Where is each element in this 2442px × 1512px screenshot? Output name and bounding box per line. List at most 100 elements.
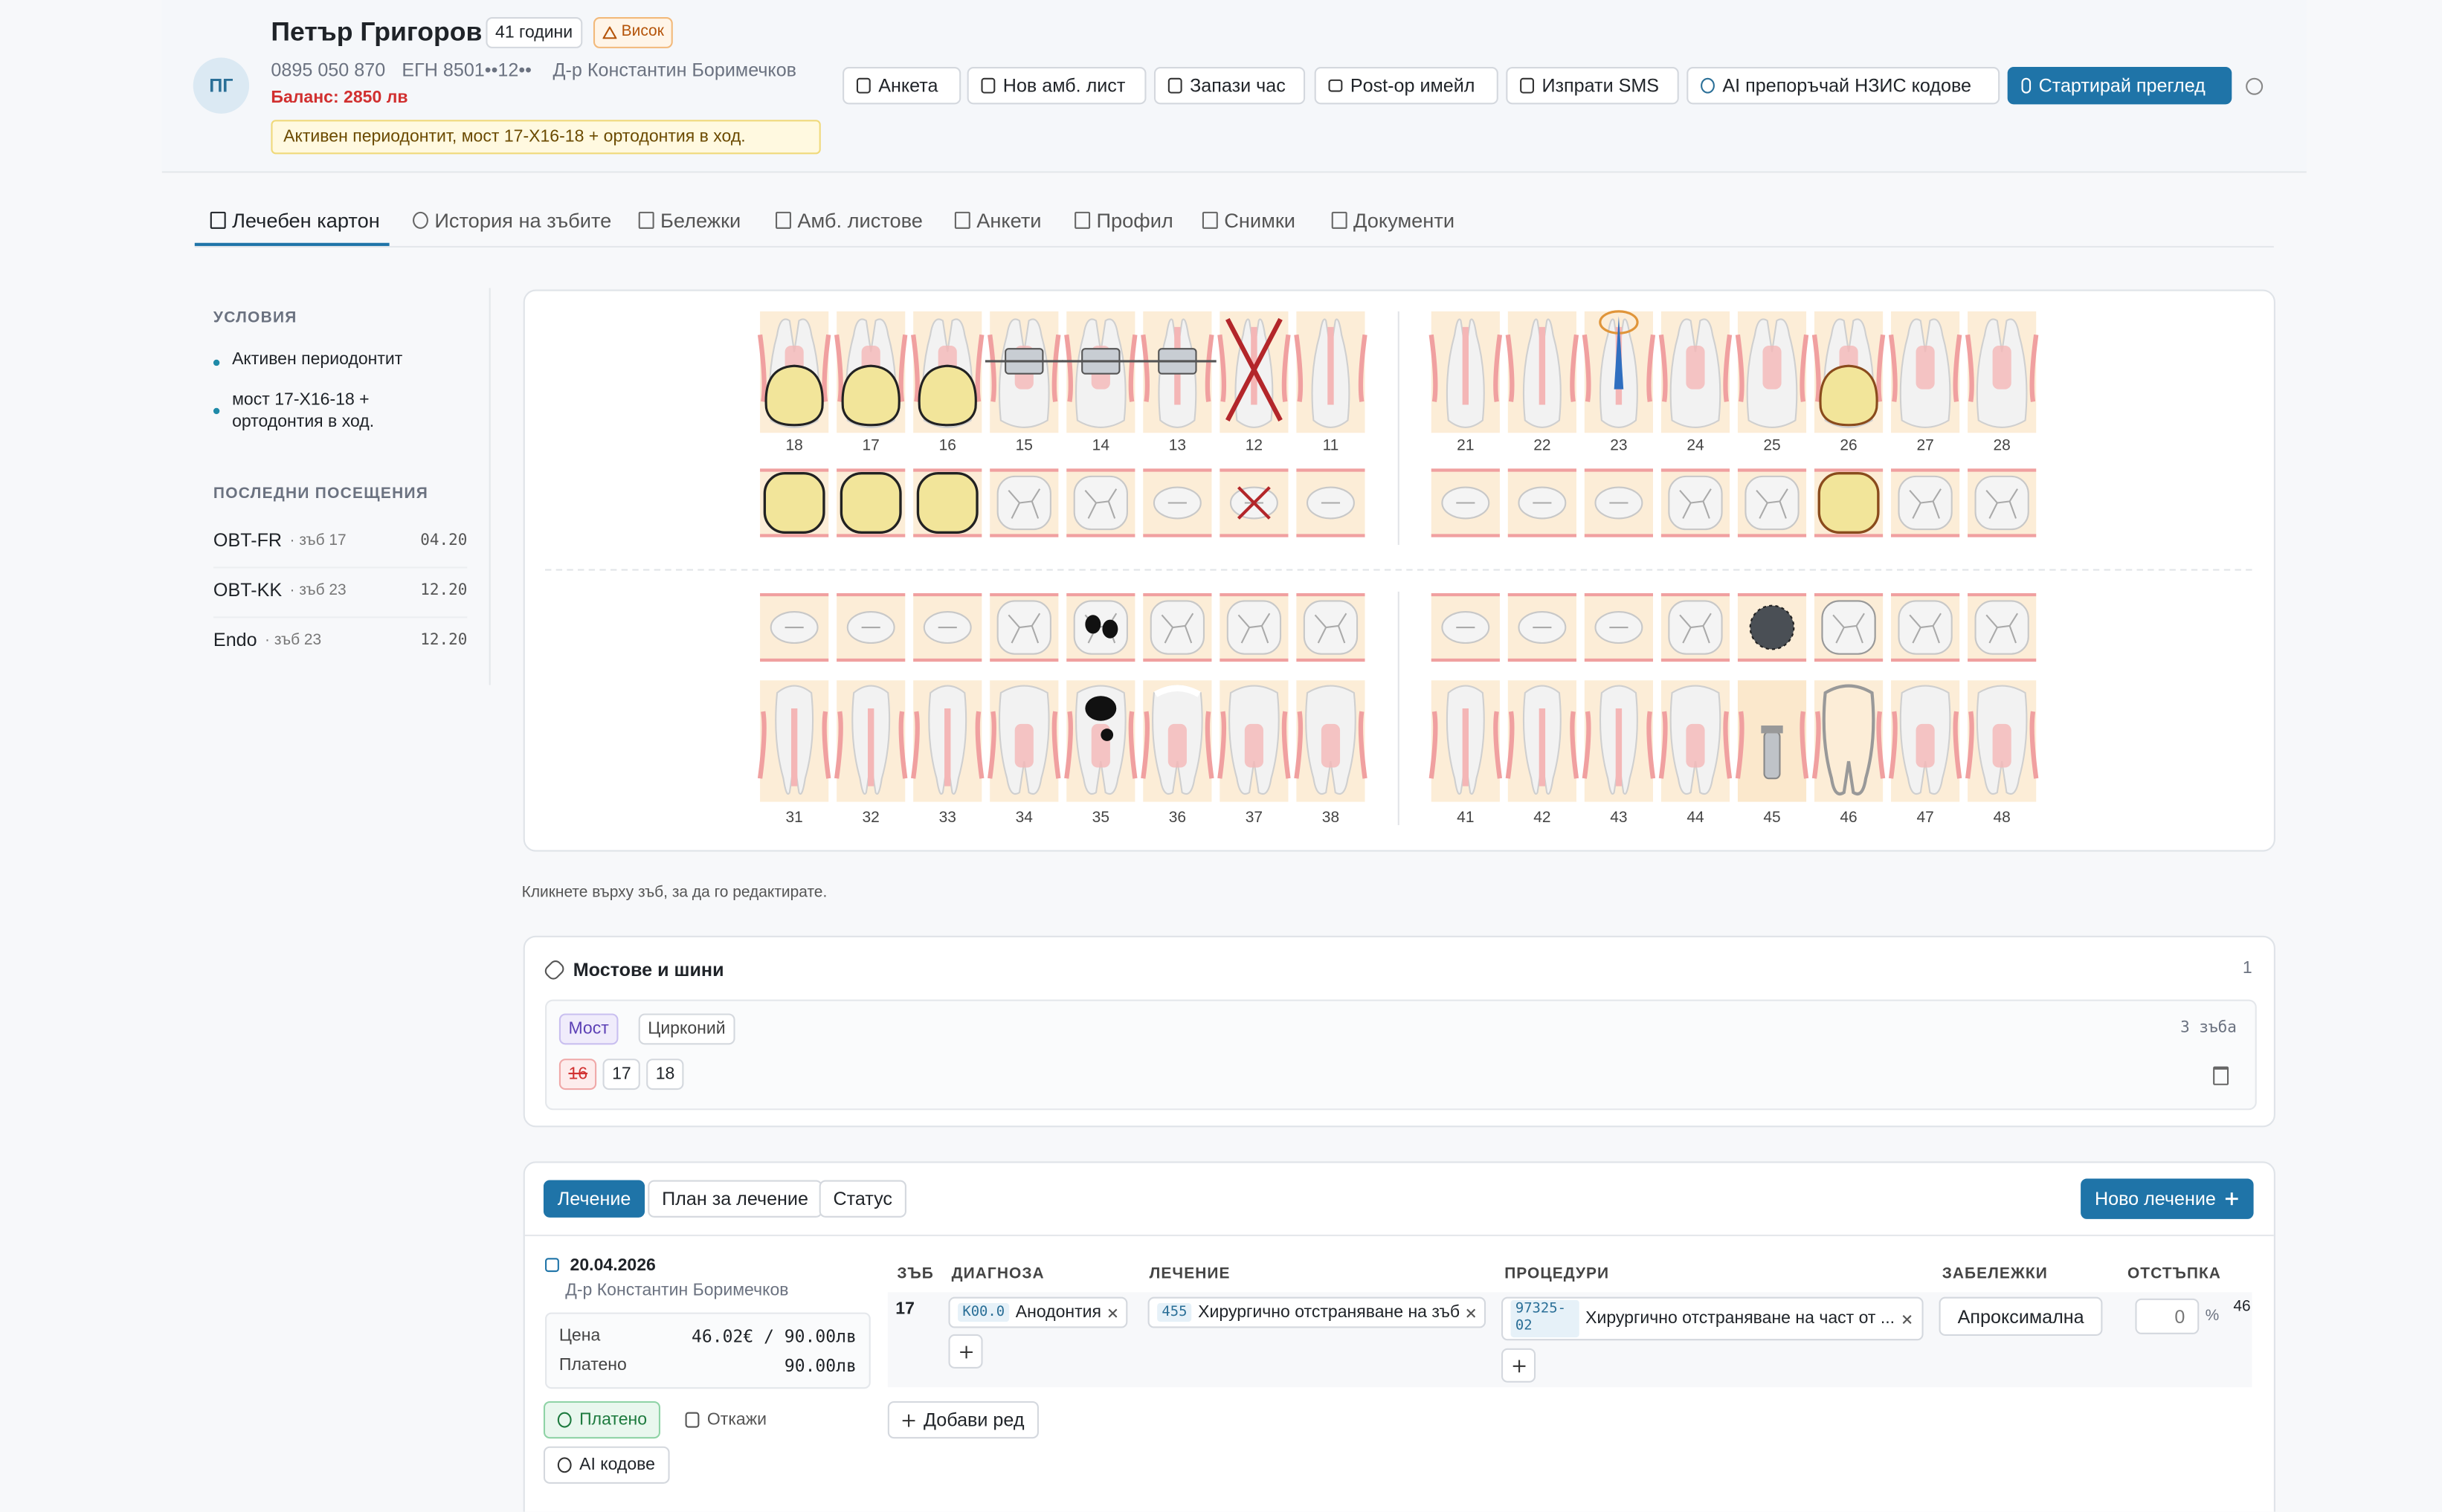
occlusal-tooth[interactable] — [913, 468, 982, 537]
action-button[interactable]: Анкета — [843, 67, 961, 105]
tooth[interactable] — [1658, 311, 1733, 433]
action-button[interactable]: Нов амб. лист — [967, 67, 1147, 105]
tooth[interactable] — [1965, 311, 2039, 433]
add-procedure[interactable] — [1501, 1348, 1536, 1383]
remove-icon[interactable] — [1107, 1307, 1118, 1318]
occlusal-tooth[interactable] — [1296, 592, 1365, 662]
tooth[interactable] — [1505, 680, 1579, 802]
occlusal-tooth[interactable] — [990, 592, 1059, 662]
add-row-button[interactable]: Добави ред — [887, 1400, 1039, 1439]
action-button[interactable]: Post-op имейл — [1314, 67, 1498, 105]
occlusal-tooth[interactable] — [1507, 468, 1576, 537]
action-button[interactable]: AI препоръчай НЗИС кодове — [1686, 67, 2000, 105]
visit-code[interactable]: Endo — [213, 629, 257, 651]
discount-input[interactable]: 0 — [2135, 1298, 2200, 1334]
occlusal-tooth[interactable] — [1660, 468, 1730, 537]
delete-icon[interactable] — [2213, 1066, 2229, 1085]
occlusal-tooth[interactable] — [1431, 468, 1500, 537]
tooth[interactable] — [1505, 311, 1579, 433]
occlusal-tooth[interactable] — [1220, 592, 1289, 662]
remove-icon[interactable] — [1466, 1307, 1477, 1318]
tab[interactable]: История на зъбите — [434, 208, 612, 233]
tooth[interactable] — [1582, 310, 1656, 433]
start-exam-button[interactable]: Стартирай преглед — [2007, 67, 2232, 105]
tooth[interactable] — [1428, 680, 1503, 802]
occlusal-tooth[interactable] — [1660, 592, 1730, 662]
occlusal-tooth[interactable] — [837, 468, 906, 537]
tooth[interactable] — [1064, 680, 1138, 802]
cancel-button[interactable]: Откажи — [671, 1401, 781, 1438]
tab[interactable]: Анкети — [976, 208, 1042, 233]
treatment-tab[interactable]: План за лечение — [648, 1180, 822, 1218]
tooth[interactable] — [1138, 311, 1217, 433]
tooth[interactable] — [1582, 680, 1656, 802]
occlusal-tooth[interactable] — [1968, 468, 2037, 537]
paid-status[interactable]: Платено — [543, 1400, 661, 1439]
tooth[interactable] — [757, 680, 831, 802]
tooth[interactable] — [911, 311, 985, 433]
occlusal-tooth[interactable] — [1066, 468, 1135, 537]
remark-button[interactable]: Апроксимална — [1939, 1296, 2103, 1336]
visit-code[interactable]: OBT-FR — [213, 529, 283, 552]
bridge-tooth[interactable]: 18 — [646, 1059, 684, 1091]
occlusal-tooth[interactable] — [1143, 468, 1212, 537]
remove-icon[interactable] — [1901, 1314, 1912, 1325]
tooth[interactable] — [1735, 680, 1809, 802]
visit-code[interactable]: OBT-KK — [213, 579, 283, 601]
info-icon[interactable] — [2246, 77, 2264, 95]
action-button[interactable]: Запази час — [1153, 67, 1306, 105]
tab[interactable]: Бележки — [660, 208, 741, 233]
tooth[interactable] — [1658, 680, 1733, 802]
tooth[interactable] — [1294, 680, 1367, 802]
tab[interactable]: Амб. листове — [797, 208, 923, 233]
occlusal-tooth[interactable] — [1891, 468, 1960, 537]
tooth[interactable] — [1141, 680, 1214, 802]
occlusal-tooth[interactable] — [1220, 468, 1289, 537]
tooth[interactable] — [834, 311, 908, 433]
bridge-tooth[interactable]: 17 — [602, 1059, 641, 1091]
occlusal-tooth[interactable] — [1507, 592, 1576, 662]
tooth[interactable] — [1217, 311, 1291, 433]
occlusal-tooth[interactable] — [1143, 592, 1212, 662]
tooth[interactable] — [1888, 311, 1962, 433]
tooth[interactable] — [1735, 311, 1809, 433]
tooth[interactable] — [757, 311, 831, 433]
occlusal-tooth[interactable] — [1296, 468, 1365, 537]
tab[interactable]: Лечебен картон — [232, 208, 380, 233]
action-button[interactable]: Изпрати SMS — [1506, 67, 1679, 105]
tooth[interactable] — [911, 680, 985, 802]
ai-codes-button[interactable]: AI кодове — [543, 1446, 669, 1484]
tooth[interactable] — [1811, 311, 1886, 433]
occlusal-tooth[interactable] — [1584, 468, 1653, 537]
occlusal-tooth[interactable] — [990, 468, 1059, 537]
occlusal-tooth[interactable] — [1737, 468, 1807, 537]
occlusal-tooth[interactable] — [837, 592, 906, 662]
occlusal-tooth[interactable] — [1891, 592, 1960, 662]
bridge-tooth[interactable]: 16 — [558, 1059, 597, 1091]
treatment-tab[interactable]: Статус — [819, 1180, 906, 1218]
new-treatment-button[interactable]: Ново лечение — [2081, 1178, 2254, 1219]
tooth[interactable] — [1965, 680, 2039, 802]
occlusal-tooth[interactable] — [1968, 592, 2037, 662]
occlusal-tooth[interactable] — [1737, 592, 1807, 662]
tooth[interactable] — [1428, 311, 1503, 433]
tooth[interactable] — [1888, 680, 1962, 802]
occlusal-tooth[interactable] — [760, 592, 829, 662]
tooth[interactable] — [1811, 680, 1886, 802]
occlusal-tooth[interactable] — [1814, 468, 1884, 537]
occlusal-tooth[interactable] — [1814, 592, 1884, 662]
tab[interactable]: Документи — [1353, 208, 1455, 233]
occlusal-tooth[interactable] — [1066, 592, 1135, 662]
tooth[interactable] — [988, 680, 1061, 802]
tooth[interactable] — [1294, 311, 1367, 433]
add-diagnosis[interactable] — [948, 1334, 983, 1369]
occlusal-tooth[interactable] — [1431, 592, 1500, 662]
tooth[interactable] — [1217, 680, 1291, 802]
tooth[interactable] — [1061, 311, 1140, 433]
occlusal-tooth[interactable] — [913, 592, 982, 662]
treatment-tab[interactable]: Лечение — [543, 1180, 645, 1218]
tab[interactable]: Снимки — [1224, 208, 1295, 233]
occlusal-tooth[interactable] — [760, 468, 829, 537]
occlusal-tooth[interactable] — [1584, 592, 1653, 662]
tooth[interactable] — [985, 311, 1063, 433]
